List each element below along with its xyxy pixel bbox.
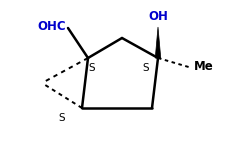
Polygon shape <box>155 27 161 58</box>
Text: OH: OH <box>148 10 168 22</box>
Text: S: S <box>89 63 95 73</box>
Text: S: S <box>59 113 65 123</box>
Text: S: S <box>143 63 149 73</box>
Text: Me: Me <box>194 60 214 73</box>
Text: OHC: OHC <box>37 20 66 32</box>
